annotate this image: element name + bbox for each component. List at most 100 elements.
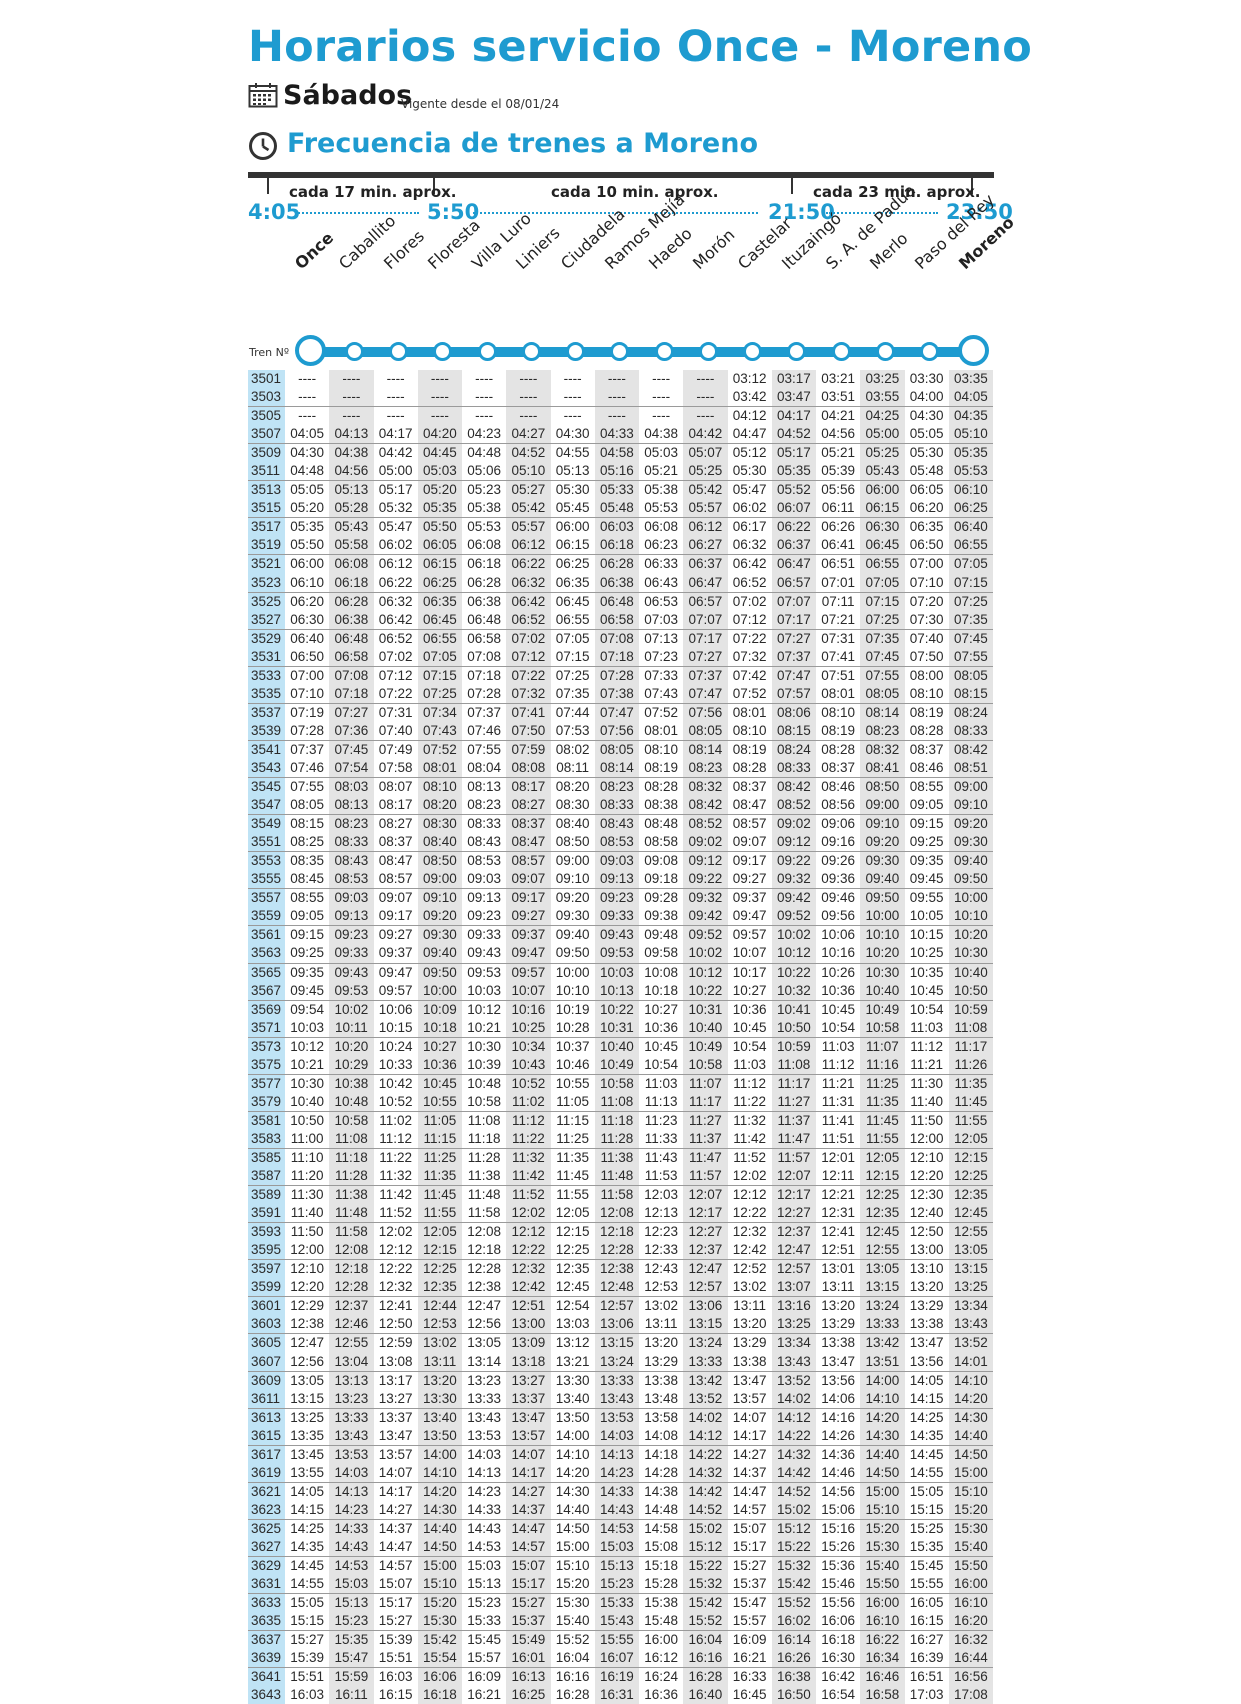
time-cell: 15:17 — [506, 1575, 551, 1594]
time-cell: 15:38 — [639, 1593, 684, 1613]
time-cell: 12:28 — [594, 1241, 639, 1260]
time-cell: 15:13 — [467, 1576, 502, 1592]
time-cell: 08:04 — [467, 760, 502, 775]
time-cell: 08:28 — [909, 722, 944, 738]
time-cell: 09:50 — [860, 888, 905, 908]
time-cell: 03:30 — [909, 371, 944, 387]
time-cell: 14:26 — [821, 1427, 856, 1443]
time-cell: 12:44 — [417, 1296, 462, 1316]
time-cell: 07:32 — [506, 684, 551, 704]
time-cell: 07:10 — [909, 574, 944, 590]
time-cell: 08:28 — [816, 739, 861, 759]
time-cell: 08:20 — [417, 796, 462, 815]
time-cell: 04:35 — [948, 406, 993, 426]
time-cell: 12:22 — [373, 1259, 418, 1279]
time-cell: 12:59 — [373, 1333, 418, 1353]
time-cell: 13:43 — [462, 1407, 507, 1427]
time-cell: 09:17 — [727, 851, 772, 871]
time-cell: 05:43 — [860, 462, 905, 481]
time-cell: 13:08 — [378, 1353, 413, 1369]
time-cell: 13:35 — [290, 1427, 325, 1443]
time-cell: 05:21 — [816, 443, 861, 463]
time-cell: 09:48 — [639, 925, 684, 945]
time-cell: 11:42 — [506, 1167, 551, 1186]
table-row: 3581 10:50 10:58 11:02 11:05 11:08 11:12 11:15 1… — [248, 1110, 993, 1130]
time-cell: 06:30 — [290, 611, 325, 627]
time-cell: 07:05 — [948, 554, 993, 574]
time-cell: 14:03 — [594, 1426, 639, 1446]
time-cell: 07:07 — [771, 591, 816, 611]
time-cell: 09:10 — [417, 888, 462, 908]
time-cell: 14:12 — [683, 1426, 728, 1446]
time-cell: 07:35 — [555, 685, 590, 701]
time-cell: 11:58 — [467, 1205, 501, 1221]
time-cell: 15:26 — [821, 1538, 856, 1554]
route-stop-node — [294, 335, 326, 366]
train-number-cell: 3627 — [248, 1537, 285, 1557]
frequency-bar — [248, 172, 994, 178]
time-cell: 16:28 — [555, 1687, 590, 1703]
time-cell: 11:08 — [329, 1129, 374, 1149]
frequency-time-3: 21:50 — [768, 200, 835, 224]
time-cell: 12:38 — [467, 1279, 502, 1295]
time-cell: 11:05 — [417, 1110, 462, 1130]
table-row: 3559 09:05 09:13 09:17 09:20 09:23 09:27 09:30 0… — [248, 907, 993, 926]
time-cell: 15:39 — [290, 1650, 325, 1666]
time-cell: 13:04 — [329, 1352, 374, 1372]
time-cell: 10:55 — [417, 1092, 462, 1112]
time-cell: 06:35 — [417, 591, 462, 611]
train-number-cell: 3609 — [248, 1370, 285, 1390]
time-cell: 06:35 — [904, 517, 949, 537]
time-cell: 10:03 — [594, 962, 639, 982]
time-cell: 08:01 — [644, 722, 679, 738]
time-cell: 14:37 — [732, 1464, 767, 1480]
time-cell: 15:13 — [329, 1593, 374, 1613]
time-cell: 13:38 — [816, 1333, 861, 1353]
time-cell: ---- — [683, 370, 728, 389]
time-cell: 04:42 — [373, 443, 418, 463]
train-number-cell: 3587 — [248, 1167, 285, 1186]
time-cell: 07:33 — [639, 665, 684, 685]
time-cell: 09:53 — [329, 981, 374, 1001]
frequency-dots — [826, 212, 938, 214]
time-cell: 06:12 — [506, 536, 551, 555]
time-cell: 11:22 — [373, 1147, 418, 1168]
time-cell: 11:45 — [556, 1168, 590, 1184]
time-cell: ---- — [652, 371, 671, 387]
time-cell: 12:05 — [860, 1147, 905, 1168]
time-cell: 17:08 — [948, 1686, 993, 1704]
time-cell: 15:25 — [904, 1518, 949, 1538]
train-number-cell: 3615 — [248, 1426, 285, 1446]
time-cell: 13:15 — [948, 1259, 993, 1279]
train-number-cell: 3555 — [248, 870, 285, 889]
train-number-cell: 3613 — [248, 1407, 285, 1427]
time-cell: 16:45 — [732, 1687, 767, 1703]
time-cell: 06:55 — [417, 628, 462, 648]
train-number-cell: 3511 — [248, 462, 285, 481]
time-cell: 07:17 — [683, 628, 728, 648]
time-cell: 06:42 — [506, 591, 551, 611]
time-cell: 14:50 — [948, 1444, 993, 1464]
time-cell: 07:02 — [727, 591, 772, 611]
time-cell: 10:00 — [417, 981, 462, 1001]
time-cell: 09:38 — [644, 908, 679, 924]
time-cell: 12:46 — [329, 1315, 374, 1334]
route-line — [312, 347, 976, 357]
time-cell: 08:40 — [550, 814, 595, 834]
time-cell: 09:32 — [771, 870, 816, 889]
time-cell: 14:55 — [290, 1576, 325, 1592]
time-cell: 14:52 — [771, 1481, 816, 1501]
time-cell: 05:58 — [329, 536, 374, 555]
time-cell: 10:08 — [639, 962, 684, 982]
time-cell: 12:29 — [285, 1296, 330, 1316]
time-cell: 07:02 — [378, 648, 413, 664]
table-row: 3593 11:50 11:58 12:02 12:05 12:08 12:12 12:15 1… — [248, 1222, 993, 1242]
time-cell: 07:28 — [594, 665, 639, 685]
time-cell: 05:52 — [771, 480, 816, 500]
time-cell: 10:13 — [594, 981, 639, 1001]
time-cell: 14:46 — [821, 1464, 856, 1480]
time-cell: 09:50 — [417, 962, 462, 982]
time-cell: 16:00 — [948, 1575, 993, 1594]
time-cell: 04:00 — [909, 389, 944, 405]
time-cell: 16:01 — [506, 1649, 551, 1668]
